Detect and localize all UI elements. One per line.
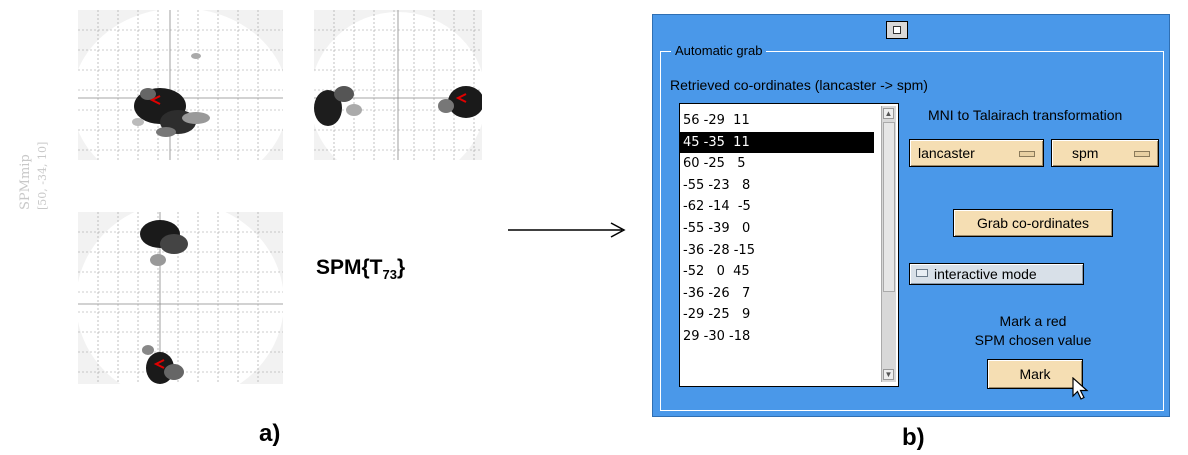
coordinate-list-item[interactable]: 56 -29 11: [683, 113, 750, 128]
automatic-grab-frame: Automatic grab: [660, 43, 1164, 411]
arrow-right-icon: [508, 222, 626, 243]
spm-results-window: Automatic grab Retrieved co-ordinates (l…: [652, 14, 1170, 417]
scroll-up-icon[interactable]: ▲: [883, 108, 894, 119]
mark-text-line-2: SPM chosen value: [974, 332, 1092, 348]
figure-label-a: a): [259, 420, 281, 447]
popup-indicator-icon: [1019, 151, 1035, 157]
listbox-scrollbar[interactable]: ▲ ▼: [881, 106, 896, 382]
interactive-mode-toggle[interactable]: interactive mode: [909, 263, 1084, 285]
popup-indicator-icon: [1134, 151, 1150, 157]
mark-text-line-1: Mark a red: [999, 313, 1067, 329]
stat-label: SPM{T73}: [316, 256, 406, 283]
red-marker-icon: [455, 93, 467, 103]
red-marker-icon: [149, 95, 161, 105]
coordinate-list-item[interactable]: -29 -25 9: [683, 307, 751, 323]
spm-mip-coords: [50, -34, 10]: [36, 141, 49, 210]
grab-coordinates-button[interactable]: Grab co-ordinates: [953, 209, 1113, 237]
spm-mip-title: SPMmip: [18, 154, 33, 210]
mouse-pointer-icon: [1072, 376, 1090, 406]
coordinate-list-item[interactable]: -52 0 45: [683, 264, 750, 280]
window-toggle-icon[interactable]: [886, 21, 908, 39]
stat-df: 73: [382, 267, 397, 283]
figure-label-b: b): [902, 424, 925, 451]
coordinate-list-item[interactable]: 60 -25 5: [683, 156, 746, 172]
toggle-indicator-icon: [916, 269, 928, 277]
coordinate-list-item[interactable]: -36 -28 -15: [683, 242, 755, 258]
glass-brain-axial: [78, 212, 283, 384]
frame-title: Automatic grab: [671, 43, 767, 58]
coordinate-list-item[interactable]: -62 -14 -5: [683, 199, 751, 215]
coordinate-list-item[interactable]: -55 -23 8: [683, 177, 751, 193]
red-marker-icon: [153, 359, 165, 369]
from-space-value: lancaster: [918, 145, 975, 161]
glass-brain-coronal: [314, 10, 482, 160]
glass-brain-sagittal: [78, 10, 283, 160]
mark-description: Mark a red SPM chosen value: [953, 312, 1113, 350]
mni-talairach-label: MNI to Talairach transformation: [928, 107, 1123, 123]
mark-button[interactable]: Mark: [987, 359, 1083, 389]
to-space-select[interactable]: spm: [1051, 139, 1159, 167]
coordinate-list-item[interactable]: -55 -39 0: [683, 220, 751, 236]
retrieved-coords-title: Retrieved co-ordinates (lancaster -> spm…: [670, 77, 928, 93]
coordinates-listbox[interactable]: 56 -29 11 45 -35 11 60 -25 5 -55 -23 8 -62 -…: [679, 103, 899, 387]
coordinate-list-item[interactable]: -36 -26 7: [683, 285, 751, 301]
from-space-select[interactable]: lancaster: [909, 139, 1044, 167]
coordinate-list-item[interactable]: 29 -30 -18: [683, 328, 751, 344]
scroll-down-icon[interactable]: ▼: [883, 369, 894, 380]
scroll-thumb[interactable]: [883, 122, 895, 292]
coordinates-list: 56 -29 11 45 -35 11 60 -25 5 -55 -23 8 -62 -…: [680, 110, 874, 348]
interactive-mode-label: interactive mode: [934, 266, 1037, 282]
spm-mip-side-label: SPMmip [50, -34, 10]: [6, 142, 49, 240]
coordinate-list-item[interactable]: 45 -35 11: [680, 131, 874, 154]
to-space-value: spm: [1072, 145, 1099, 161]
